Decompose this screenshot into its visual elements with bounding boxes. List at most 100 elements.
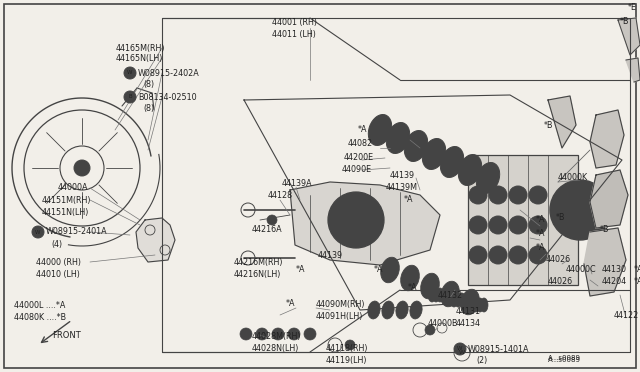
Text: *A: *A bbox=[404, 196, 413, 205]
Ellipse shape bbox=[444, 151, 460, 173]
Text: *E: *E bbox=[628, 3, 637, 13]
Text: B08134-02510: B08134-02510 bbox=[138, 93, 196, 102]
Ellipse shape bbox=[440, 147, 464, 177]
Text: *A: *A bbox=[408, 283, 417, 292]
Circle shape bbox=[560, 190, 600, 230]
Circle shape bbox=[338, 202, 374, 238]
Circle shape bbox=[74, 160, 90, 176]
Text: 44216M(RH): 44216M(RH) bbox=[234, 257, 284, 266]
Ellipse shape bbox=[481, 167, 495, 189]
Text: W: W bbox=[457, 346, 463, 352]
Text: (8): (8) bbox=[143, 105, 154, 113]
Text: *A: *A bbox=[358, 125, 367, 135]
Text: 44000L ....*A: 44000L ....*A bbox=[14, 301, 65, 311]
Text: 44131: 44131 bbox=[456, 307, 481, 315]
Text: 44082: 44082 bbox=[348, 140, 373, 148]
Text: 44130: 44130 bbox=[602, 266, 627, 275]
Text: *A: *A bbox=[634, 266, 640, 275]
Ellipse shape bbox=[480, 298, 488, 312]
Text: 44151N(LH): 44151N(LH) bbox=[42, 208, 90, 217]
Circle shape bbox=[489, 246, 507, 264]
Ellipse shape bbox=[461, 289, 479, 315]
Ellipse shape bbox=[422, 138, 445, 170]
Text: 44139M: 44139M bbox=[386, 183, 418, 192]
Ellipse shape bbox=[387, 122, 410, 154]
Text: 44128: 44128 bbox=[268, 192, 293, 201]
Circle shape bbox=[288, 328, 300, 340]
Circle shape bbox=[529, 216, 547, 234]
Text: 44200E: 44200E bbox=[344, 153, 374, 161]
Ellipse shape bbox=[428, 288, 436, 302]
Ellipse shape bbox=[372, 119, 388, 141]
Text: *A: *A bbox=[634, 278, 640, 286]
Text: 44090M(RH): 44090M(RH) bbox=[316, 299, 365, 308]
Ellipse shape bbox=[450, 293, 458, 307]
Text: 44134: 44134 bbox=[456, 318, 481, 327]
Text: 44216A: 44216A bbox=[252, 225, 283, 234]
Text: W: W bbox=[127, 71, 132, 76]
Ellipse shape bbox=[368, 115, 392, 145]
Ellipse shape bbox=[401, 265, 419, 291]
Ellipse shape bbox=[458, 154, 482, 186]
Ellipse shape bbox=[432, 288, 440, 302]
Ellipse shape bbox=[476, 298, 484, 312]
Text: 44026: 44026 bbox=[546, 256, 571, 264]
Circle shape bbox=[328, 192, 384, 248]
Ellipse shape bbox=[390, 127, 406, 148]
Ellipse shape bbox=[441, 281, 460, 307]
Circle shape bbox=[348, 212, 364, 228]
Circle shape bbox=[509, 186, 527, 204]
Text: 44119(LH): 44119(LH) bbox=[326, 356, 367, 366]
Circle shape bbox=[240, 328, 252, 340]
Text: 44139: 44139 bbox=[390, 171, 415, 180]
Text: (2): (2) bbox=[476, 356, 487, 366]
Circle shape bbox=[345, 340, 355, 350]
Circle shape bbox=[469, 216, 487, 234]
Circle shape bbox=[572, 202, 588, 218]
Circle shape bbox=[489, 186, 507, 204]
Text: W: W bbox=[459, 350, 465, 356]
Text: 44118(RH): 44118(RH) bbox=[326, 344, 369, 353]
Circle shape bbox=[32, 226, 44, 238]
Text: B: B bbox=[128, 94, 132, 99]
Text: 44122: 44122 bbox=[614, 311, 639, 321]
Text: A...s0089: A...s0089 bbox=[548, 355, 581, 361]
Polygon shape bbox=[548, 96, 576, 148]
Text: 44000C: 44000C bbox=[566, 266, 596, 275]
Text: 44165N(LH): 44165N(LH) bbox=[116, 54, 163, 62]
Text: *A: *A bbox=[296, 264, 305, 273]
Polygon shape bbox=[590, 170, 628, 228]
Text: 44028M(RH): 44028M(RH) bbox=[252, 331, 301, 340]
Circle shape bbox=[256, 328, 268, 340]
Text: 44216N(LH): 44216N(LH) bbox=[234, 269, 282, 279]
Ellipse shape bbox=[454, 293, 462, 307]
Bar bbox=[468, 155, 578, 285]
Text: 44026: 44026 bbox=[548, 278, 573, 286]
Ellipse shape bbox=[436, 288, 444, 302]
Circle shape bbox=[529, 246, 547, 264]
Ellipse shape bbox=[396, 301, 408, 319]
Polygon shape bbox=[590, 110, 624, 168]
Circle shape bbox=[469, 186, 487, 204]
Circle shape bbox=[124, 67, 136, 79]
Circle shape bbox=[425, 325, 435, 335]
Ellipse shape bbox=[368, 301, 380, 319]
Text: *A: *A bbox=[536, 244, 545, 253]
Text: *B: *B bbox=[556, 214, 566, 222]
Text: 44000K: 44000K bbox=[558, 173, 588, 182]
Text: W08915-1401A: W08915-1401A bbox=[468, 344, 529, 353]
Ellipse shape bbox=[420, 273, 439, 299]
Circle shape bbox=[529, 186, 547, 204]
Circle shape bbox=[304, 328, 316, 340]
Text: 44165M(RH): 44165M(RH) bbox=[116, 44, 166, 52]
Ellipse shape bbox=[408, 135, 424, 157]
Text: (4): (4) bbox=[51, 240, 62, 248]
Text: 44000A: 44000A bbox=[58, 183, 88, 192]
Text: W08915-2401A: W08915-2401A bbox=[46, 228, 108, 237]
Circle shape bbox=[124, 91, 136, 103]
Circle shape bbox=[272, 328, 284, 340]
Text: 44000 (RH): 44000 (RH) bbox=[36, 257, 81, 266]
Text: 44090E: 44090E bbox=[342, 166, 372, 174]
Circle shape bbox=[550, 180, 610, 240]
Text: *A: *A bbox=[374, 264, 383, 273]
